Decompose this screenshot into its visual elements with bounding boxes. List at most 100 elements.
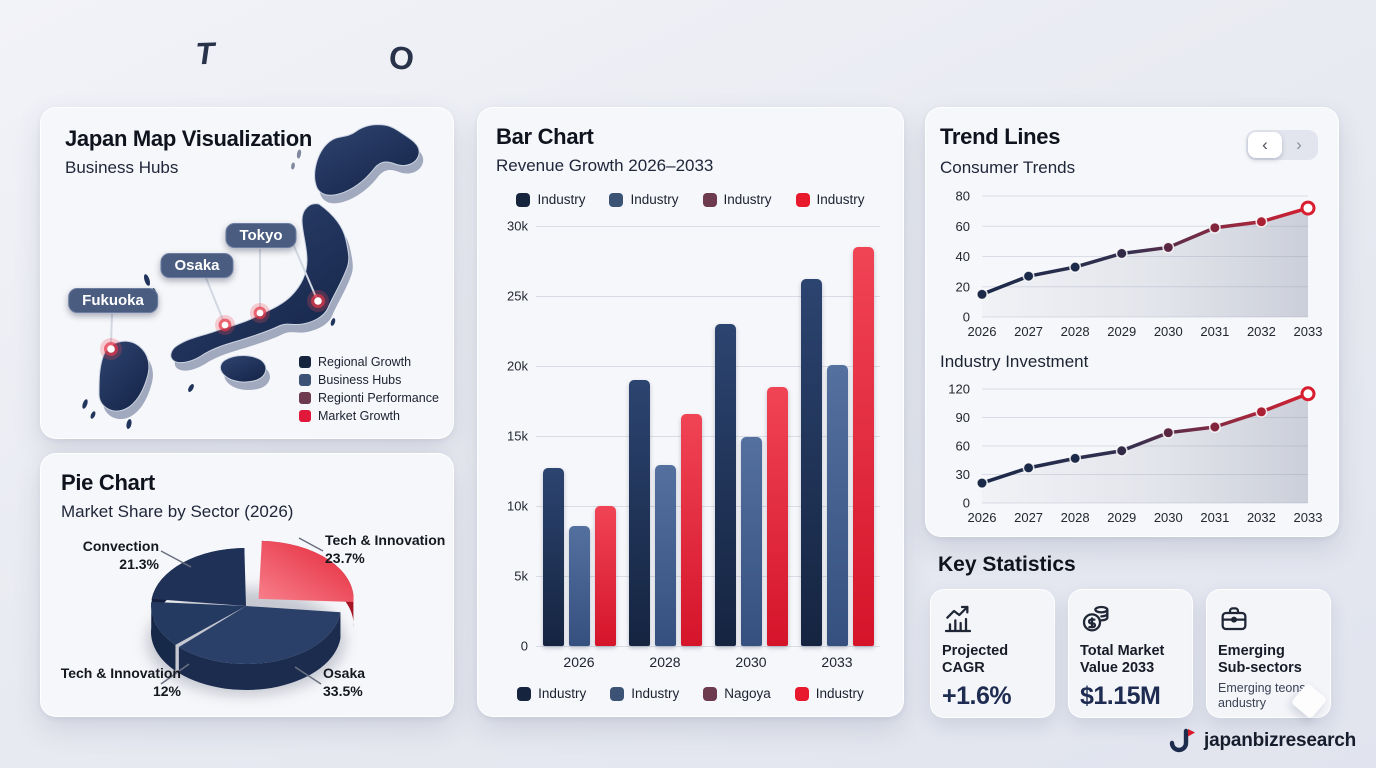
legend-swatch — [517, 686, 532, 701]
bar — [714, 324, 736, 646]
data-point — [1115, 247, 1128, 260]
data-point — [1300, 386, 1316, 402]
data-point — [976, 288, 988, 301]
bar-x-label: 2026 — [563, 654, 595, 670]
legend-item: Industry — [794, 686, 864, 701]
legend-label: Industry — [723, 192, 772, 207]
y-axis-tick: 10k — [507, 498, 528, 514]
pie-label-convection: Convection 21.3% — [55, 538, 159, 574]
svg-text:2029: 2029 — [1107, 510, 1136, 525]
legend-item: Industry — [516, 192, 585, 207]
svg-text:2032: 2032 — [1247, 324, 1276, 339]
map-label-fukuoka[interactable]: Fukuoka — [68, 288, 158, 313]
line-chart-b: 0 30 60 90 120 2026 2027 2028 2029 2030 2031 2032 20… — [948, 382, 1322, 526]
legend-label: Industry — [538, 686, 587, 701]
svg-text:2032: 2032 — [1247, 510, 1276, 525]
trend-card-subtitle: Consumer Trends — [940, 158, 1076, 177]
stat-label: Total Market Value 2033 — [1080, 643, 1165, 676]
svg-text:0: 0 — [963, 310, 970, 325]
svg-text:80: 80 — [956, 189, 970, 204]
stat-card-total-market-value: Total Market Value 2033 $1.15M — [1068, 589, 1193, 718]
stat-label: Projected CAGR — [942, 643, 1009, 676]
bar — [654, 465, 676, 646]
gridline — [536, 366, 880, 367]
bar-legend-bottom: Industry Industry Nagoya Industry — [478, 686, 903, 701]
legend-swatch — [299, 410, 311, 422]
pie-slice — [178, 606, 341, 664]
pie-slice — [151, 601, 246, 645]
svg-text:2028: 2028 — [1061, 510, 1090, 525]
chevron-left-icon[interactable]: ‹ — [1248, 132, 1282, 158]
bar-plot-area: 0 5k 10k 15k 20k 25k 30k — [507, 219, 880, 654]
data-point — [1255, 405, 1268, 418]
svg-text:2028: 2028 — [1061, 324, 1090, 339]
japan-map — [82, 124, 424, 429]
map-label-tokyo[interactable]: Tokyo — [225, 223, 297, 248]
y-axis-tick: 20k — [507, 358, 528, 374]
bar — [680, 413, 702, 646]
map-card-title: Japan Map Visualization — [65, 126, 312, 151]
map-card-subtitle: Business Hubs — [65, 158, 179, 177]
data-point — [1022, 270, 1035, 283]
svg-text:2030: 2030 — [1154, 324, 1183, 339]
data-point — [1208, 421, 1221, 433]
map-leader-lines — [110, 238, 317, 345]
legend-item: Industry — [702, 192, 772, 207]
legend-label: Market Growth — [318, 409, 400, 423]
chevron-right-icon[interactable]: › — [1282, 132, 1316, 158]
pie-slice-name: Osaka — [323, 665, 366, 681]
pie-leader-lines — [160, 537, 324, 685]
y-axis-tick: 15k — [507, 428, 528, 444]
gridline — [536, 576, 880, 577]
stat-value: +1.6% — [942, 682, 1012, 711]
map-legend: Regional Growth Business Hubs Regionti Per… — [299, 355, 439, 423]
legend-item: Industry — [795, 192, 865, 207]
legend-label: Industry — [630, 192, 679, 207]
bar — [568, 525, 590, 646]
pie-label-tech-innovation-bottom: Tech & Innovation 12% — [55, 665, 181, 701]
pie-slice — [258, 540, 354, 603]
gridline — [536, 506, 880, 507]
stat-value: $1.15M — [1080, 682, 1161, 711]
trend-pagination: ‹ › — [1246, 130, 1318, 160]
hub-markers — [100, 290, 329, 360]
data-point — [1115, 444, 1128, 457]
gridline — [536, 646, 880, 647]
legend-label: Business Hubs — [318, 373, 402, 387]
japanbizresearch-logo-icon — [1169, 728, 1195, 753]
svg-text:30: 30 — [956, 467, 970, 482]
stat-card-projected-cagr: Projected CAGR +1.6% — [930, 589, 1055, 718]
svg-text:2026: 2026 — [968, 324, 997, 339]
svg-text:60: 60 — [956, 439, 970, 454]
pie-slice-pct: 33.5% — [323, 682, 363, 699]
data-point — [976, 477, 988, 489]
bar-card-title: Bar Chart — [496, 124, 594, 149]
legend-item: Business Hubs — [299, 373, 439, 387]
trend-card-title: Trend Lines — [940, 124, 1061, 149]
y-axis-tick: 0 — [520, 638, 528, 654]
legend-label: Regionti Performance — [318, 391, 439, 405]
legend-swatch — [702, 192, 717, 207]
data-point — [1162, 241, 1175, 254]
y-axis-tick: 30k — [507, 218, 528, 234]
bar — [852, 247, 874, 646]
pie-card-subtitle: Market Share by Sector (2026) — [61, 502, 294, 521]
map-label-osaka[interactable]: Osaka — [160, 253, 234, 278]
svg-text:2027: 2027 — [1014, 510, 1043, 525]
map-islands — [98, 124, 420, 412]
pie-slice-name: Tech & Innovation — [325, 532, 446, 548]
legend-label: Nagoya — [724, 686, 771, 701]
trend-lines-card: Trend Lines Consumer Trends ‹ › 0 20 40 60 8… — [925, 107, 1339, 537]
legend-label: Regional Growth — [318, 355, 412, 369]
pie-slice-name: Convection — [82, 538, 159, 554]
pie-chart-card: Pie Chart Market Share by Sector (2026) … — [40, 453, 454, 717]
pie-card-title: Pie Chart — [61, 470, 155, 495]
line-chart-a: 0 20 40 60 80 2026 2027 2028 2029 2030 2031 2032 203… — [956, 189, 1323, 340]
legend-swatch — [795, 192, 810, 207]
bar-x-label: 2033 — [821, 654, 853, 670]
data-point — [1069, 261, 1082, 274]
legend-label: Industry — [815, 686, 864, 701]
legend-item: Industry — [517, 686, 586, 701]
pie-chart — [147, 537, 354, 696]
svg-text:0: 0 — [963, 496, 970, 511]
